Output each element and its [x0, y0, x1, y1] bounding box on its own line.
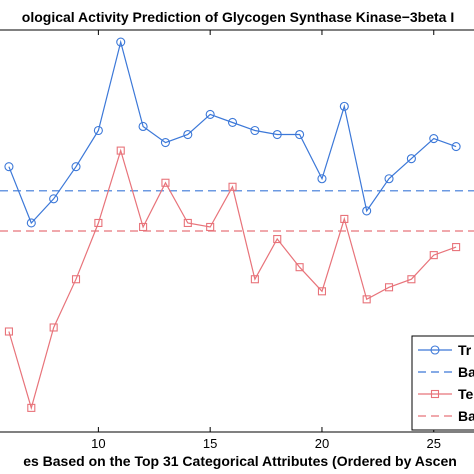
chart-title: ological Activity Prediction of Glycogen…	[22, 9, 454, 25]
data-point-square	[94, 218, 103, 228]
data-point-circle	[429, 133, 439, 144]
data-point-circle	[250, 125, 260, 136]
data-point-square	[161, 178, 170, 187]
x-tick-label: 15	[203, 436, 217, 451]
data-point-circle	[272, 129, 282, 140]
x-tick-label: 10	[91, 436, 105, 451]
series-line-0	[8, 39, 457, 225]
data-point-square	[228, 182, 237, 191]
data-point-square	[27, 403, 36, 412]
data-point-circle	[49, 194, 59, 204]
legend-marker-square	[430, 389, 440, 399]
data-point-circle	[205, 109, 215, 119]
legend-box	[411, 335, 474, 431]
data-point-square	[317, 287, 327, 296]
data-point-circle	[183, 129, 193, 140]
data-point-square	[384, 283, 394, 292]
data-point-circle	[384, 174, 394, 184]
legend-marker-circle	[430, 345, 440, 355]
data-point-square	[250, 275, 259, 284]
x-tick-label: 20	[315, 436, 329, 451]
data-point-square	[340, 214, 349, 223]
data-point-circle	[227, 117, 238, 128]
x-tick-label: 25	[427, 436, 441, 451]
data-point-square	[273, 234, 282, 244]
legend-label: Tr	[458, 342, 472, 358]
data-point-square	[429, 251, 438, 260]
data-point-circle	[317, 174, 327, 184]
data-point-square	[452, 243, 461, 252]
series-group	[0, 37, 474, 412]
data-point-circle	[362, 206, 372, 216]
legend-label: Te	[458, 386, 474, 402]
x-axis-label: es Based on the Top 31 Categorical Attri…	[23, 453, 457, 469]
data-point-square	[407, 275, 416, 284]
data-point-circle	[4, 162, 14, 172]
legend-label: Ba	[458, 364, 474, 380]
data-point-square	[116, 146, 125, 155]
legend: Tr Ba Te Ba	[411, 335, 474, 431]
data-point-square	[49, 323, 58, 332]
data-point-square	[295, 263, 304, 272]
data-point-circle	[160, 138, 171, 148]
data-point-circle	[339, 101, 349, 111]
legend-label: Ba	[458, 408, 474, 424]
data-point-circle	[295, 129, 305, 140]
data-point-circle	[451, 142, 461, 152]
data-point-square	[4, 327, 13, 336]
data-point-circle	[138, 121, 148, 132]
plot-area: 10 15 20 25	[0, 29, 474, 451]
data-point-square	[183, 218, 192, 228]
series-line-2	[8, 148, 457, 411]
data-point-circle	[26, 218, 36, 228]
data-point-circle	[93, 125, 103, 136]
data-point-square	[362, 295, 371, 304]
data-point-circle	[71, 162, 81, 172]
data-point-square	[71, 275, 81, 284]
data-point-circle	[406, 154, 416, 164]
data-point-circle	[116, 37, 126, 47]
